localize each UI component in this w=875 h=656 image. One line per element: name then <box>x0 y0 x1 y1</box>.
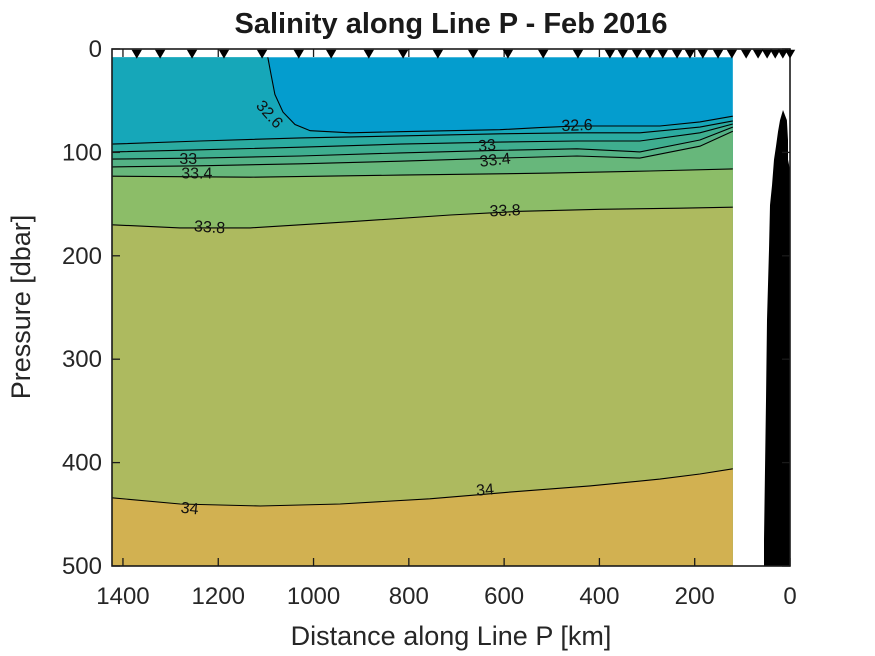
x-tick-label: 1000 <box>287 583 340 610</box>
station-marker <box>657 49 668 59</box>
station-marker <box>777 49 789 59</box>
station-marker <box>770 49 781 59</box>
station-marker <box>186 49 198 59</box>
station-marker <box>432 49 444 59</box>
land-silhouette <box>764 110 790 566</box>
x-tick-label: 600 <box>484 583 524 610</box>
y-tick-label: 100 <box>62 139 102 166</box>
contour-label-34: 34 <box>476 481 495 499</box>
station-marker <box>154 49 166 59</box>
station-marker <box>617 49 628 59</box>
x-tick-label: 0 <box>783 583 796 610</box>
contour-label-33: 33 <box>477 137 497 156</box>
station-marker <box>293 49 304 59</box>
x-tick-label: 800 <box>389 583 429 610</box>
station-marker <box>631 49 643 59</box>
y-tick-label: 500 <box>62 553 102 580</box>
station-marker <box>740 49 752 59</box>
contour-fill-bands <box>112 57 733 567</box>
station-marker <box>363 49 375 59</box>
station-marker <box>572 49 584 59</box>
contour-band-gt-34 <box>112 468 733 566</box>
station-marker <box>712 49 724 59</box>
y-tick-label: 400 <box>62 450 102 477</box>
station-marker <box>397 49 409 59</box>
contour-label-33.4: 33.4 <box>181 166 212 183</box>
y-tick-label: 0 <box>89 36 102 63</box>
contour-label-33.8: 33.8 <box>489 202 521 220</box>
station-marker <box>604 49 616 59</box>
contour-line-32.6 <box>267 57 733 134</box>
axes-box <box>111 48 791 567</box>
tick-labels: 1400 1200 1000 800 600 400 200 0 0 100 200 300 400 50… <box>62 36 797 610</box>
station-marker <box>752 49 764 59</box>
y-axis-label: Pressure [dbar] <box>6 215 36 400</box>
station-marker <box>537 49 549 59</box>
x-tick-label: 200 <box>675 583 715 610</box>
axes-box-and-ticks <box>111 48 791 567</box>
contour-line-33.4 <box>111 130 734 168</box>
contour-label-33.4: 33.4 <box>479 151 512 171</box>
x-tick-label: 1200 <box>192 583 245 610</box>
contour-label-33: 33 <box>179 151 197 168</box>
station-marker <box>684 49 696 59</box>
x-tick-label: 400 <box>579 583 619 610</box>
contour-line-33.6 <box>111 168 733 178</box>
plot-title: Salinity along Line P - Feb 2016 <box>235 8 668 40</box>
contour-label-33.8: 33.8 <box>193 218 225 237</box>
contour-lines <box>111 57 734 507</box>
contour-line-33.8 <box>111 206 733 229</box>
station-marker <box>256 49 268 59</box>
contour-label-34: 34 <box>180 500 200 519</box>
station-marker <box>131 49 142 59</box>
x-axis-label: Distance along Line P [km] <box>291 621 612 651</box>
land-mask <box>764 110 790 566</box>
y-tick-label: 200 <box>62 243 102 270</box>
station-marker <box>218 49 230 59</box>
station-marker <box>761 49 773 59</box>
station-markers <box>131 49 796 59</box>
station-marker <box>644 49 656 59</box>
contour-line-33.2 <box>111 126 734 160</box>
contour-line-34 <box>111 468 733 507</box>
contour-label-32.6: 32.6 <box>561 117 593 135</box>
contour-line-32.8 <box>111 120 733 145</box>
contour-line-33 <box>111 123 733 153</box>
station-marker <box>671 49 683 59</box>
station-marker <box>325 49 337 59</box>
station-marker <box>784 49 796 59</box>
contour-band-gt-33.8 <box>112 207 733 566</box>
y-tick-label: 300 <box>62 346 102 373</box>
station-marker <box>726 49 738 59</box>
station-marker <box>697 49 709 59</box>
x-tick-label: 1400 <box>96 583 149 610</box>
station-marker <box>467 49 479 59</box>
station-marker <box>502 49 514 59</box>
